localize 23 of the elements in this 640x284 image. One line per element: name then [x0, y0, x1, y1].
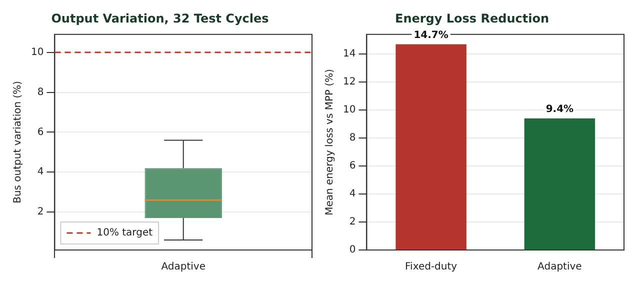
- y-tick-label: 12: [342, 76, 356, 88]
- data-label: 14.7%: [414, 30, 448, 41]
- x-tick-label: Adaptive: [161, 262, 206, 273]
- y-axis-title: Mean energy loss vs MPP (%): [324, 68, 336, 216]
- y-tick-label: 6: [349, 160, 356, 172]
- legend-label: 10% target: [96, 228, 153, 239]
- y-tick-label: 14: [342, 48, 356, 60]
- y-tick-label: 2: [349, 216, 356, 228]
- y-tick-label: 4: [37, 166, 44, 178]
- chart-title: Energy Loss Reduction: [394, 11, 550, 26]
- y-tick-label: 8: [349, 132, 356, 144]
- y-tick-label: 8: [37, 86, 44, 98]
- y-tick-label: 10: [342, 104, 356, 116]
- x-tick-label: Fixed-duty: [405, 262, 458, 273]
- chart-title: Output Variation, 32 Test Cycles: [51, 11, 269, 26]
- y-tick-label: 0: [349, 244, 356, 256]
- x-tick-label: Adaptive: [538, 262, 582, 273]
- y-axis-title: Bus output variation (%): [12, 80, 24, 204]
- y-tick-label: 10: [30, 46, 44, 58]
- y-tick-label: 6: [37, 126, 44, 138]
- data-label: 9.4%: [546, 104, 574, 115]
- y-tick-label: 2: [37, 206, 44, 218]
- y-tick-label: 4: [349, 188, 356, 200]
